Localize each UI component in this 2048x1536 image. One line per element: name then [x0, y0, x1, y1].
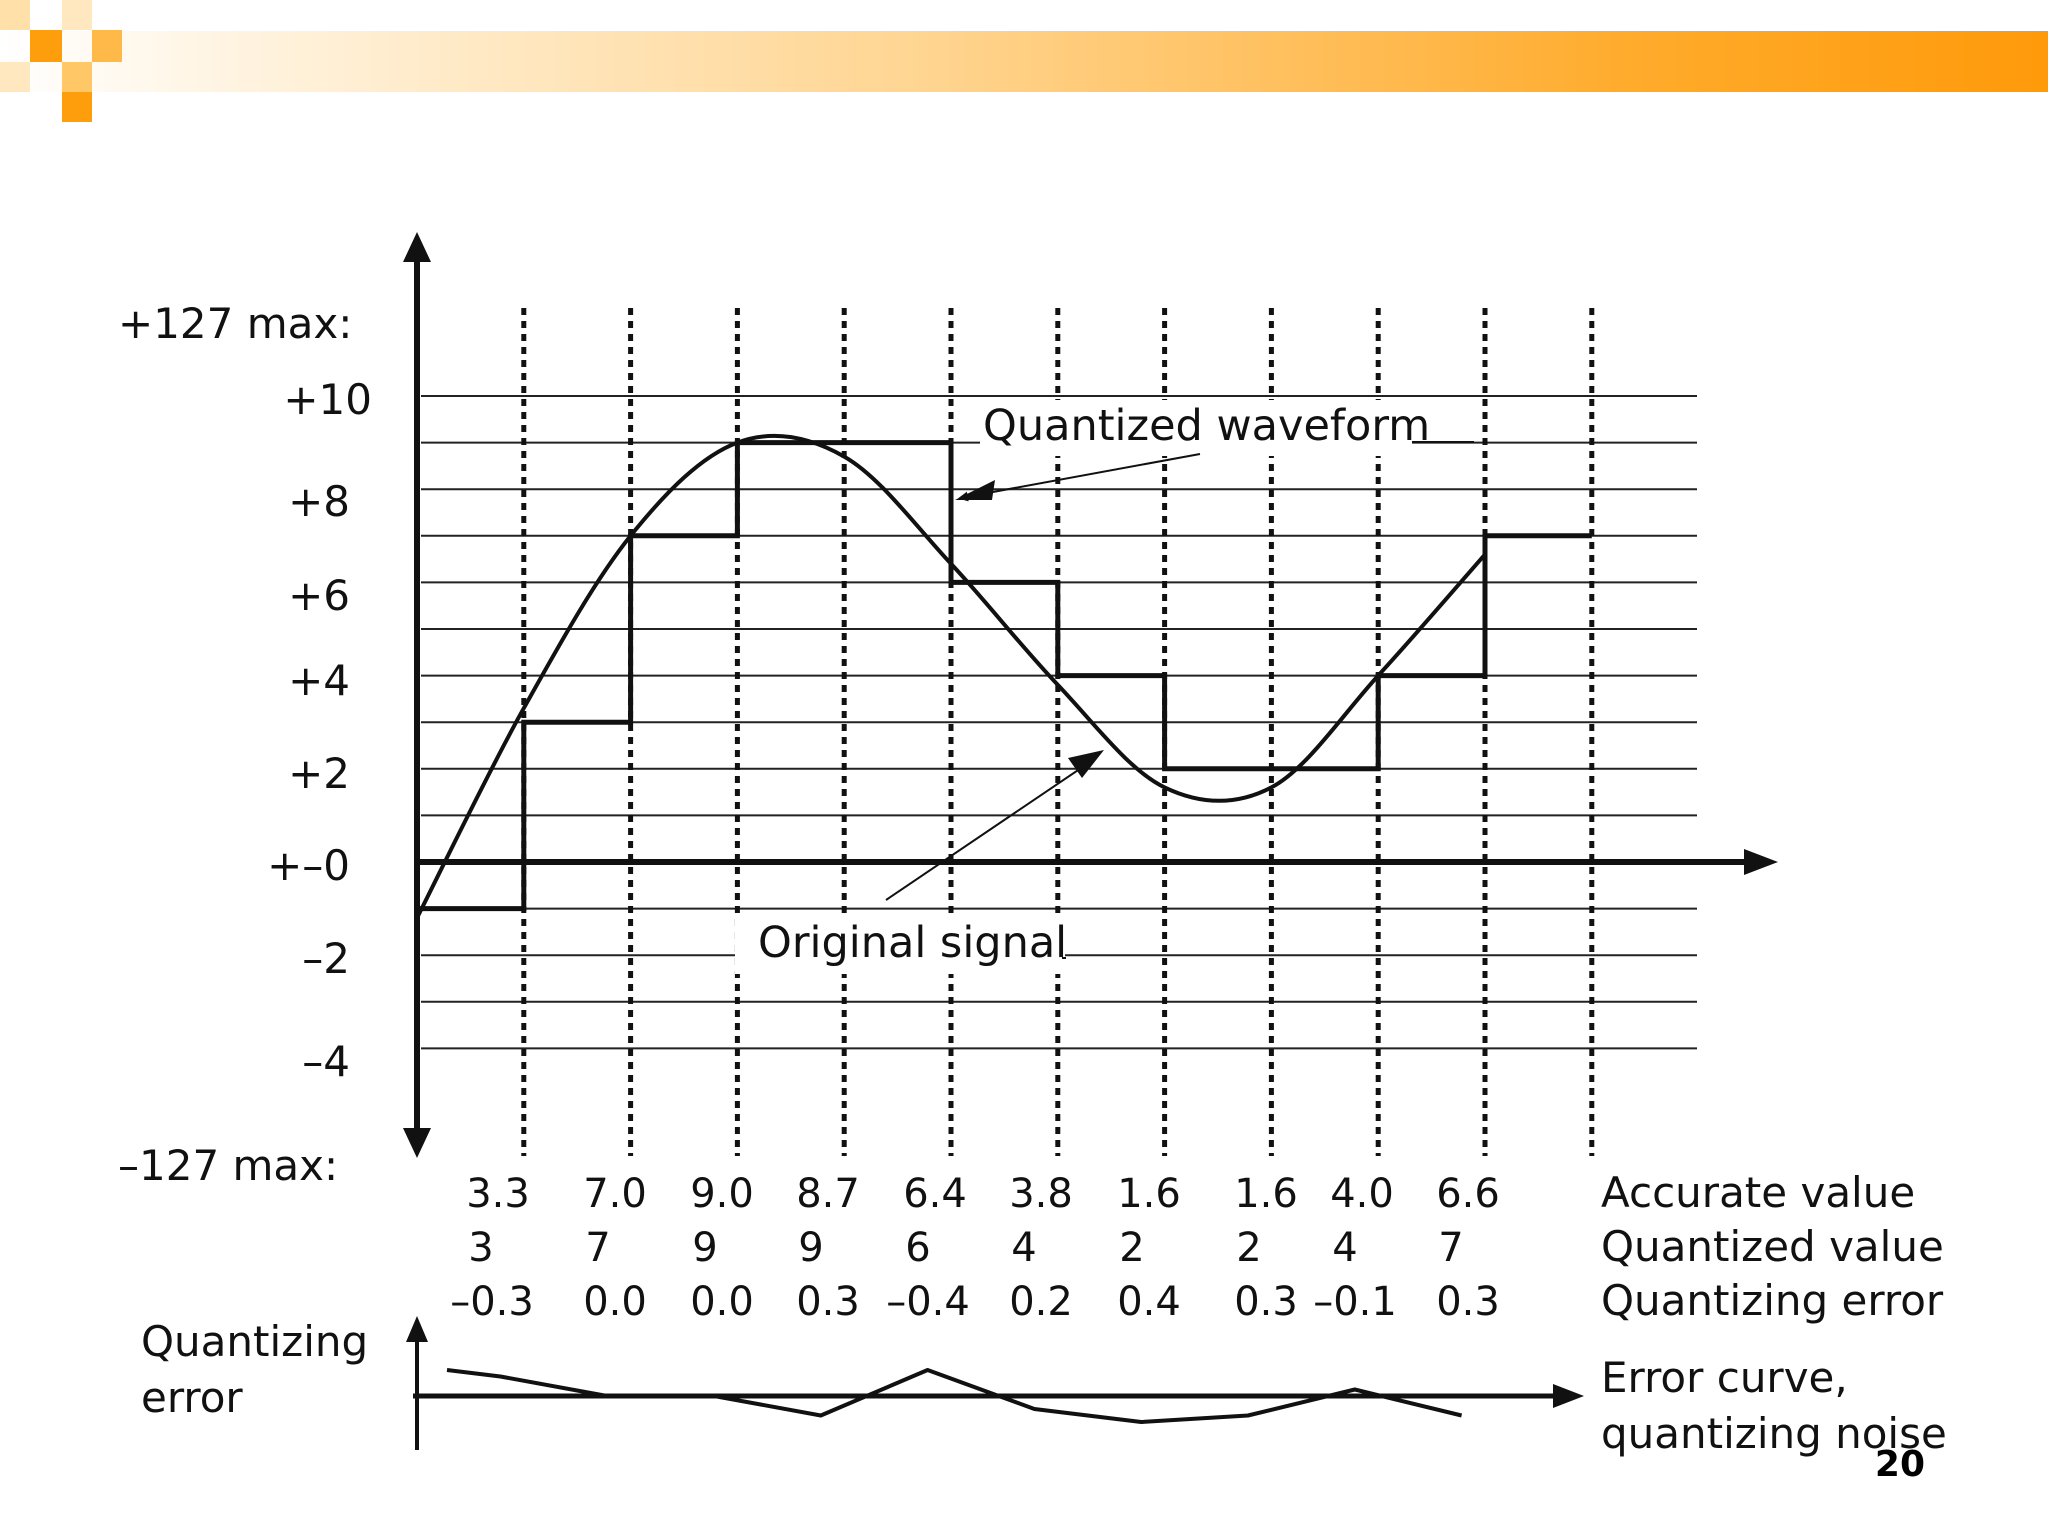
- y-min-label: –127 max:: [118, 1141, 338, 1190]
- accurate-value: 6.6: [1436, 1171, 1500, 1217]
- accurate-value: 9.0: [690, 1171, 754, 1217]
- quantized-value: 9: [798, 1225, 823, 1271]
- logo-square-light: [62, 62, 92, 92]
- accurate-value: 4.0: [1330, 1171, 1394, 1217]
- accurate-value: 6.4: [903, 1171, 967, 1217]
- logo-square-orange: [62, 92, 92, 122]
- quantizing-error-value: 0.0: [583, 1279, 647, 1325]
- quantized-value: 9: [692, 1225, 717, 1271]
- y-tick-label: –2: [302, 934, 350, 983]
- logo-square-light: [92, 30, 122, 62]
- quantized-value: 6: [905, 1225, 930, 1271]
- quantizing-error-value: 0.3: [1436, 1279, 1500, 1325]
- error-axis-title: error: [141, 1373, 243, 1422]
- accurate-value: 3.8: [1009, 1171, 1073, 1217]
- quantizing-error-value: 0.2: [1009, 1279, 1073, 1325]
- sample-dotted-lines: [521, 308, 1595, 1156]
- quantized-value-label: Quantized value: [1601, 1222, 1944, 1271]
- quantized-waveform-pointer: [958, 453, 1201, 502]
- quantized-value: 3: [468, 1225, 493, 1271]
- quantizing-error-value: 0.3: [1234, 1279, 1298, 1325]
- quantized-value-row: 3 7 9 9 6 4 2 2 4 7: [468, 1225, 1463, 1271]
- quantized-value: 7: [1438, 1225, 1463, 1271]
- quantizing-error-label: Quantizing error: [1601, 1276, 1944, 1325]
- logo-square-pale: [0, 62, 30, 92]
- error-curve-layer: [446, 1368, 1463, 1424]
- y-tick-label: +–0: [267, 841, 350, 890]
- error-y-axis-arrow: [406, 1316, 428, 1342]
- page-number: 20: [1874, 1444, 1925, 1485]
- quantizing-error-value: –0.4: [886, 1279, 970, 1325]
- accurate-value: 1.6: [1117, 1171, 1181, 1217]
- accurate-value: 3.3: [466, 1171, 530, 1217]
- pointer-arrowhead: [1068, 750, 1104, 778]
- y-tick-label: –4: [302, 1037, 350, 1086]
- y-tick-label: +4: [288, 656, 350, 705]
- quantizing-error-value: –0.1: [1313, 1279, 1397, 1325]
- accurate-value: 8.7: [796, 1171, 860, 1217]
- error-curve-line: [446, 1368, 1463, 1424]
- quantized-value: 4: [1332, 1225, 1357, 1271]
- y-tick-label: +6: [288, 571, 350, 620]
- y-axis-arrow-up: [403, 232, 431, 262]
- accurate-value: 1.6: [1234, 1171, 1298, 1217]
- annotation-bg: [980, 400, 1412, 456]
- original-signal-pointer: [885, 761, 1091, 901]
- quantized-value: 2: [1236, 1225, 1261, 1271]
- quantizing-error-value: 0.0: [690, 1279, 754, 1325]
- annotation-bg: [735, 918, 1065, 974]
- logo-square-pale: [62, 0, 92, 30]
- quantized-value: 7: [585, 1225, 610, 1271]
- quantized-value: 4: [1011, 1225, 1036, 1271]
- header-banner: [0, 31, 2048, 92]
- y-tick-labels: +10 +8 +6 +4 +2 +–0 –2 –4: [267, 375, 372, 1086]
- quantized-waveform: [417, 440, 1592, 912]
- original-signal-label: Original signal: [758, 918, 1067, 968]
- y-max-label: +127 max:: [118, 299, 352, 348]
- y-tick-label: +10: [283, 375, 372, 424]
- accurate-value-row: 3.3 7.0 9.0 8.7 6.4 3.8 1.6 1.6 4.0 6.6: [466, 1171, 1500, 1217]
- quantizing-error-value: 0.3: [796, 1279, 860, 1325]
- pointer-arrowhead: [955, 480, 995, 500]
- x-axis-arrow: [1744, 849, 1778, 875]
- y-tick-label: +8: [288, 477, 350, 526]
- quantizing-error-value: –0.3: [450, 1279, 534, 1325]
- quantized-waveform-layer: [417, 440, 1592, 912]
- accurate-value-label: Accurate value: [1601, 1168, 1915, 1217]
- original-signal-curve: [415, 433, 1487, 919]
- quantized-waveform-label: Quantized waveform: [983, 401, 1430, 451]
- logo-square-light: [0, 0, 30, 30]
- quantized-value: 2: [1119, 1225, 1144, 1271]
- error-x-axis-arrow: [1553, 1384, 1584, 1408]
- error-curve-label: Error curve,: [1601, 1353, 1848, 1402]
- original-signal-layer: [415, 433, 1487, 919]
- accurate-value: 7.0: [583, 1171, 647, 1217]
- y-tick-label: +2: [288, 749, 350, 798]
- y-axis-arrow-down: [403, 1128, 431, 1158]
- error-curve-label: quantizing noise: [1601, 1409, 1947, 1458]
- logo-square-orange: [30, 30, 62, 62]
- quantizing-error-row: –0.3 0.0 0.0 0.3 –0.4 0.2 0.4 0.3 –0.1 0…: [450, 1279, 1500, 1325]
- error-axis-title: Quantizing: [141, 1317, 368, 1366]
- quantizing-error-value: 0.4: [1117, 1279, 1181, 1325]
